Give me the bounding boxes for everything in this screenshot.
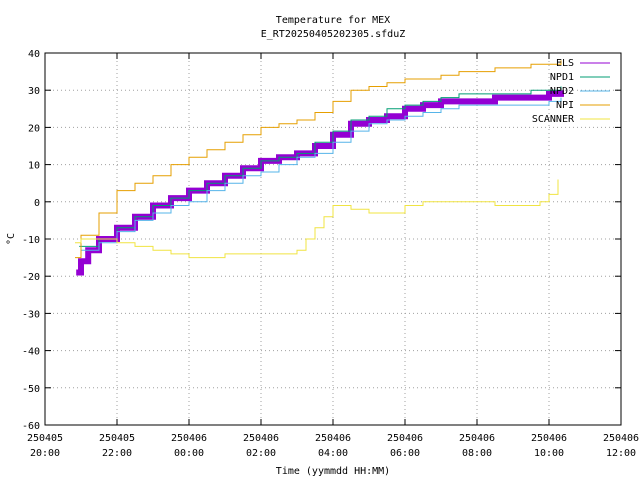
y-tick-label: 10 [28, 161, 40, 172]
x-tick-time-label: 10:00 [534, 448, 564, 459]
x-tick-date-label: 250406 [531, 433, 567, 444]
x-tick-time-label: 22:00 [102, 448, 132, 459]
y-tick-label: 30 [28, 86, 40, 97]
y-tick-label: -60 [22, 421, 40, 432]
series-line-scanner [75, 179, 559, 259]
x-tick-time-label: 20:00 [30, 448, 60, 459]
x-tick-date-label: 250406 [315, 433, 351, 444]
x-tick-date-label: 250406 [387, 433, 423, 444]
legend-label-npd1: NPD1 [550, 72, 574, 83]
legend-label-scanner: SCANNER [532, 114, 575, 125]
y-tick-label: 40 [28, 49, 40, 60]
x-tick-time-label: 02:00 [246, 448, 276, 459]
series-line-npd1 [79, 86, 562, 247]
legend-label-npi: NPI [556, 100, 574, 111]
x-axis-label: Time (yymmdd HH:MM) [276, 466, 390, 477]
x-tick-date-label: 250405 [99, 433, 135, 444]
x-tick-date-label: 250406 [459, 433, 495, 444]
y-tick-label: -50 [22, 384, 40, 395]
chart-title: Temperature for MEX [276, 15, 390, 26]
y-axis-label: °C [6, 233, 17, 245]
x-tick-date-label: 250405 [27, 433, 63, 444]
y-tick-label: -40 [22, 347, 40, 358]
legend: ELS NPD1 NPD2 NPI SCANNER [532, 58, 610, 125]
x-tick-time-label: 00:00 [174, 448, 204, 459]
y-tick-label: 20 [28, 123, 40, 134]
x-tick-time-label: 08:00 [462, 448, 492, 459]
chart-subtitle: E_RT20250405202305.sfduZ [261, 29, 406, 40]
series-line-npi [75, 60, 562, 259]
x-tick-time-label: 12:00 [606, 448, 636, 459]
x-tick-date-label: 250406 [243, 433, 279, 444]
legend-label-els: ELS [556, 58, 574, 69]
y-tick-label: -10 [22, 235, 40, 246]
series-lines [75, 60, 564, 276]
y-axis-ticks: 40 30 20 10 0 -10 -20 -30 -40 -50 -60 [22, 49, 621, 432]
legend-label-npd2: NPD2 [550, 86, 574, 97]
y-tick-label: 0 [34, 198, 40, 209]
x-tick-time-label: 04:00 [318, 448, 348, 459]
series-line-npd2 [81, 97, 562, 251]
x-tick-date-label: 250406 [603, 433, 639, 444]
y-tick-label: -20 [22, 272, 40, 283]
x-tick-time-label: 06:00 [390, 448, 420, 459]
series-line-els [76, 90, 564, 276]
y-tick-label: -30 [22, 309, 40, 320]
x-tick-date-label: 250406 [171, 433, 207, 444]
x-axis-ticks: 250405 20:00 250405 22:00 250406 00:00 250406 0… [27, 53, 639, 459]
